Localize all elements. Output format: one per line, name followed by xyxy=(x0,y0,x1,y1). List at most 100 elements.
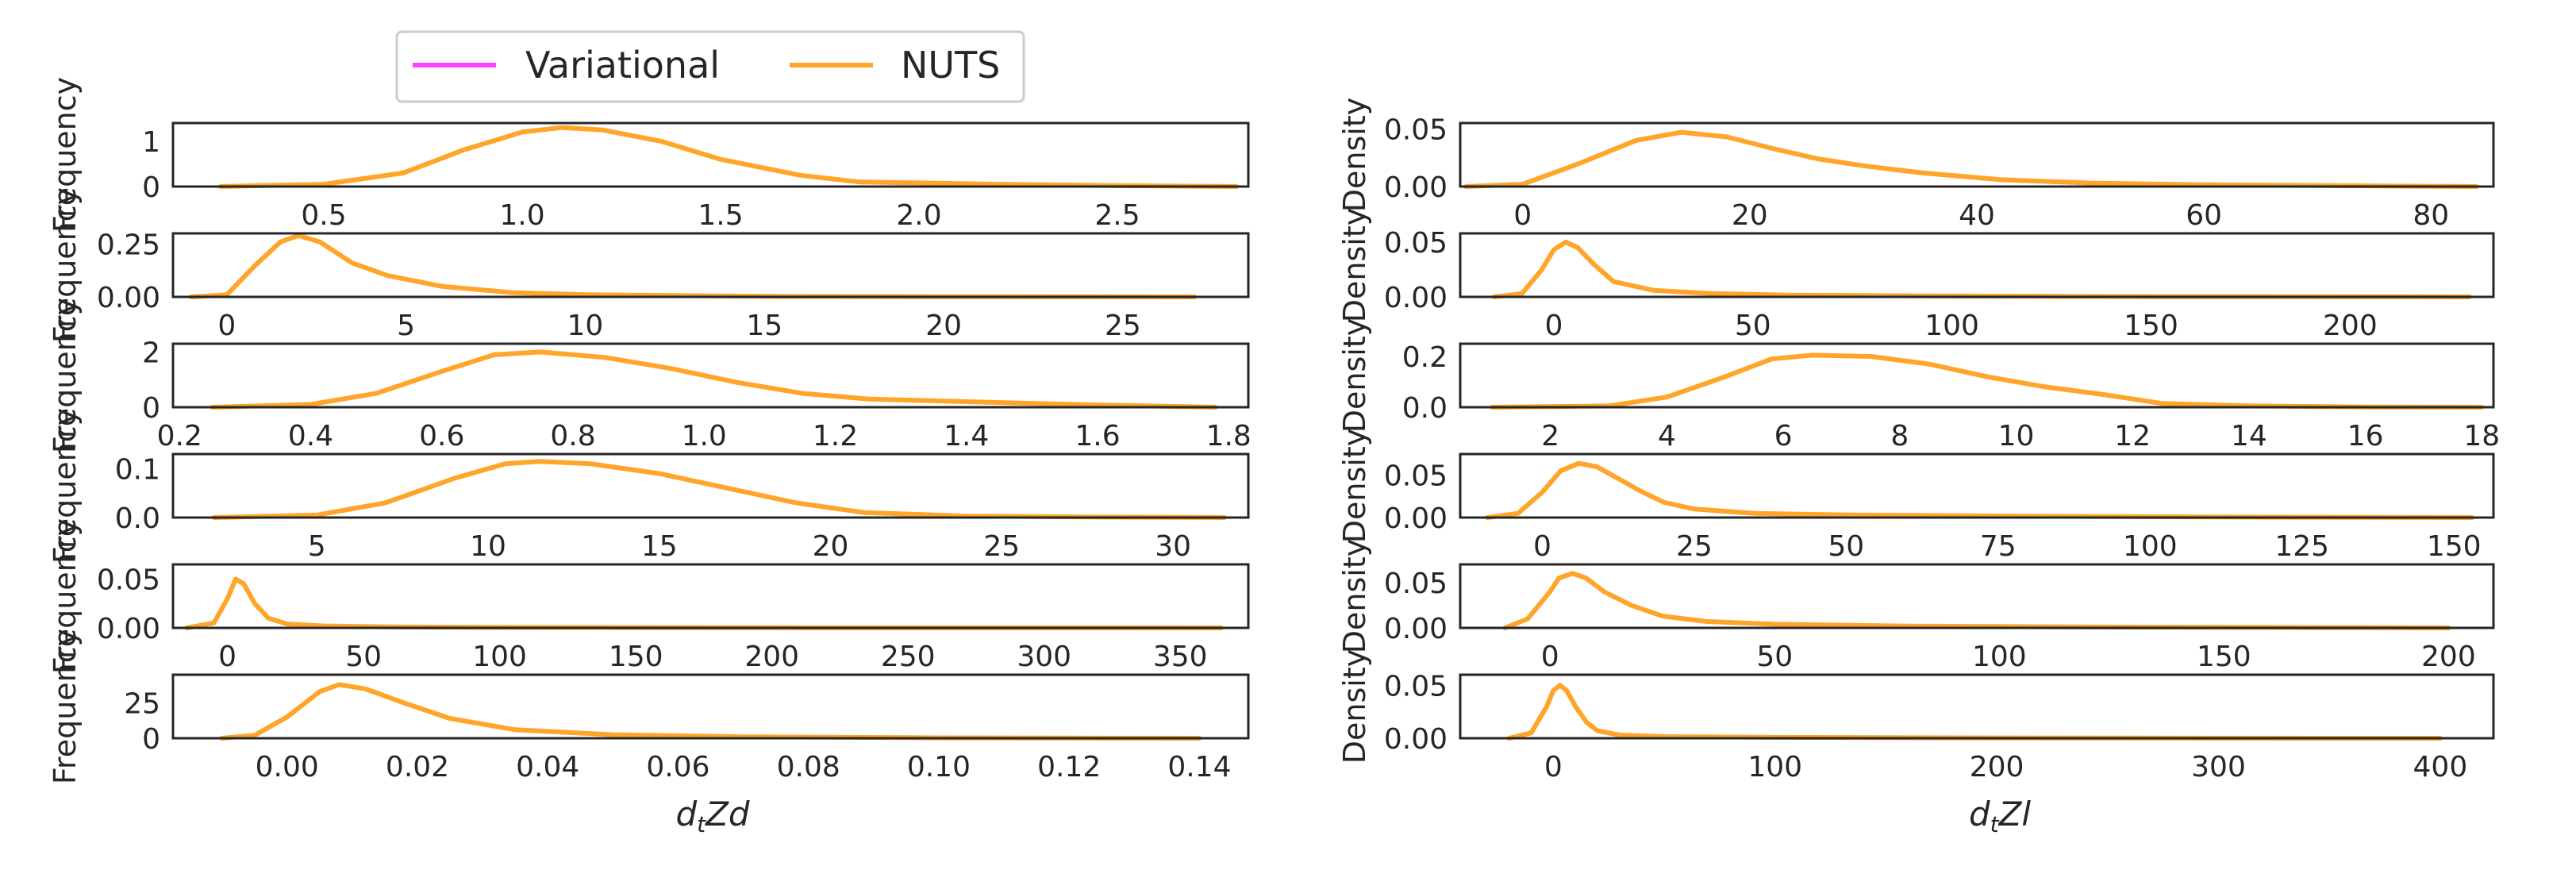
x-tick-label-left-4: 50 xyxy=(345,641,382,673)
y-tick-label-left-4: 0.05 xyxy=(97,564,160,597)
y-tick-label-right-0: 0.05 xyxy=(1384,114,1448,146)
series-line-left-0 xyxy=(218,125,1239,189)
y-tick-label-right-5: 0.00 xyxy=(1384,723,1448,756)
x-tick-label-right-3: 75 xyxy=(1980,530,2017,563)
y-axis-label-right-5: Density xyxy=(1337,649,1372,764)
x-tick-label-left-2: 0.6 xyxy=(419,420,464,452)
y-tick-label-right-3: 0.05 xyxy=(1384,460,1448,493)
series-line-left-2 xyxy=(210,349,1218,410)
series-line-left-4 xyxy=(184,576,1224,630)
x-tick-label-left-2: 1.6 xyxy=(1075,420,1120,452)
y-tick-label-right-1: 0.05 xyxy=(1384,227,1448,260)
x-tick-label-left-0: 1.5 xyxy=(698,199,743,232)
series-line-right-5 xyxy=(1506,683,2443,741)
x-tick-label-right-2: 14 xyxy=(2231,420,2267,452)
y-axis-label-right-2: Density xyxy=(1337,318,1372,433)
x-tick-label-left-4: 250 xyxy=(881,641,936,673)
y-tick-label-right-3: 0.00 xyxy=(1384,502,1448,535)
axes-frame-left-3 xyxy=(171,452,1250,519)
axes-frame-right-0 xyxy=(1459,121,2495,188)
x-tick-label-right-4: 200 xyxy=(2421,641,2476,673)
x-tick-label-left-2: 1.0 xyxy=(682,420,727,452)
series-line-left-5 xyxy=(219,682,1202,741)
x-tick-label-left-1: 20 xyxy=(925,310,962,342)
x-tick-label-left-1: 25 xyxy=(1105,310,1141,342)
axes-frame-left-2 xyxy=(171,342,1250,409)
x-tick-label-right-0: 20 xyxy=(1732,199,1768,232)
x-tick-label-right-5: 100 xyxy=(1747,751,1802,783)
x-tick-label-left-2: 0.4 xyxy=(288,420,333,452)
x-tick-label-left-3: 30 xyxy=(1155,530,1191,563)
x-tick-label-left-2: 0.8 xyxy=(550,420,595,452)
x-tick-label-right-2: 8 xyxy=(1890,420,1909,452)
axes-frame-right-5 xyxy=(1459,673,2495,740)
x-tick-label-right-4: 50 xyxy=(1756,641,1793,673)
x-tick-label-left-5: 0.06 xyxy=(646,751,709,783)
panel-right-1: 0 50 100 150 200 0.00 0.05 Density xyxy=(1337,208,2495,342)
y-tick-label-right-4: 0.05 xyxy=(1384,568,1448,600)
axes-frame-right-2 xyxy=(1459,342,2495,409)
x-tick-label-right-1: 150 xyxy=(2124,310,2178,342)
x-tick-label-left-3: 25 xyxy=(983,530,1020,563)
x-tick-label-left-0: 0.5 xyxy=(301,199,346,232)
x-tick-label-left-1: 5 xyxy=(397,310,415,342)
panel-left-0: 0.5 1.0 1.5 2.0 2.5 0 1 Frequency xyxy=(48,77,1250,233)
x-tick-label-right-3: 150 xyxy=(2427,530,2482,563)
x-axis-label-right: dtZl xyxy=(1969,795,2031,837)
x-tick-label-right-0: 60 xyxy=(2186,199,2222,232)
series-line-left-1 xyxy=(188,233,1198,299)
panel-right-5: 0 100 200 300 400 0.00 0.05 Density xyxy=(1337,649,2495,783)
x-tick-label-right-1: 50 xyxy=(1735,310,1771,342)
x-tick-label-right-0: 0 xyxy=(1513,199,1532,232)
y-axis-label-right-0: Density xyxy=(1337,98,1372,212)
series-line-right-0 xyxy=(1463,129,2479,189)
x-tick-label-left-4: 0 xyxy=(218,641,236,673)
y-axis-label-left-0: Frequency xyxy=(48,77,83,233)
x-tick-label-right-2: 6 xyxy=(1774,420,1793,452)
y-axis-label-right-4: Density xyxy=(1337,539,1372,653)
panel-right-4: 0 50 100 150 200 0.00 0.05 Density xyxy=(1337,539,2495,673)
series-line-left-3 xyxy=(211,459,1227,520)
y-tick-label-left-1: 0.25 xyxy=(97,229,160,261)
panel-left-3: 5 10 15 20 25 30 0.0 0.1 Frequency xyxy=(48,408,1250,564)
panel-right-0: 0 20 40 60 80 0.00 0.05 Density xyxy=(1337,98,2495,232)
y-axis-label-left-1: Frequency xyxy=(48,187,83,343)
x-tick-label-right-2: 2 xyxy=(1541,420,1559,452)
y-tick-label-left-1: 0.00 xyxy=(97,282,160,314)
x-tick-label-left-4: 150 xyxy=(609,641,663,673)
panel-right-2: 2 4 6 8 10 12 14 16 18 0.0 0.2 Density xyxy=(1337,318,2500,452)
axes-frame-left-1 xyxy=(171,232,1250,298)
legend: Variational NUTS xyxy=(395,30,1025,103)
y-tick-label-left-5: 25 xyxy=(124,688,160,721)
panel-left-2: 0.2 0.4 0.6 0.8 1.0 1.2 1.4 1.6 1.8 0 2 Frequency xyxy=(48,298,1251,453)
y-tick-label-left-3: 0.0 xyxy=(115,502,160,535)
y-tick-label-left-0: 0 xyxy=(142,171,160,204)
y-axis-label-right-1: Density xyxy=(1337,208,1372,322)
axes-frame-left-5 xyxy=(171,673,1250,740)
series-line-right-1 xyxy=(1491,240,2472,299)
x-tick-label-left-5: 0.14 xyxy=(1167,751,1231,783)
x-tick-label-left-2: 0.2 xyxy=(157,420,202,452)
panel-right-3: 0 25 50 75 100 125 150 0.00 0.05 Density xyxy=(1337,429,2495,563)
x-tick-label-left-1: 0 xyxy=(217,310,236,342)
panel-left-4: 0 50 100 150 200 250 300 350 0.00 0.05 Frequency xyxy=(48,518,1250,674)
x-tick-label-right-4: 100 xyxy=(1972,641,2027,673)
y-tick-label-left-2: 2 xyxy=(142,337,160,369)
x-tick-label-left-4: 100 xyxy=(472,641,527,673)
x-tick-label-right-4: 0 xyxy=(1541,641,1559,673)
x-tick-label-left-5: 0.00 xyxy=(256,751,319,783)
panel-left-1: 0 5 10 15 20 25 0.00 0.25 Frequency xyxy=(48,187,1250,343)
x-tick-label-left-5: 0.02 xyxy=(386,751,449,783)
x-tick-label-right-5: 400 xyxy=(2413,751,2468,783)
x-tick-label-right-0: 40 xyxy=(1959,199,1995,232)
x-tick-label-right-5: 200 xyxy=(1970,751,2024,783)
y-tick-label-right-5: 0.05 xyxy=(1384,670,1448,703)
axes-frame-right-3 xyxy=(1459,452,2495,519)
y-axis-label-right-3: Density xyxy=(1337,429,1372,543)
y-tick-label-left-2: 0 xyxy=(142,392,160,425)
x-tick-label-right-1: 100 xyxy=(1924,310,1979,342)
y-tick-label-left-4: 0.00 xyxy=(97,613,160,645)
x-tick-label-left-3: 20 xyxy=(813,530,849,563)
